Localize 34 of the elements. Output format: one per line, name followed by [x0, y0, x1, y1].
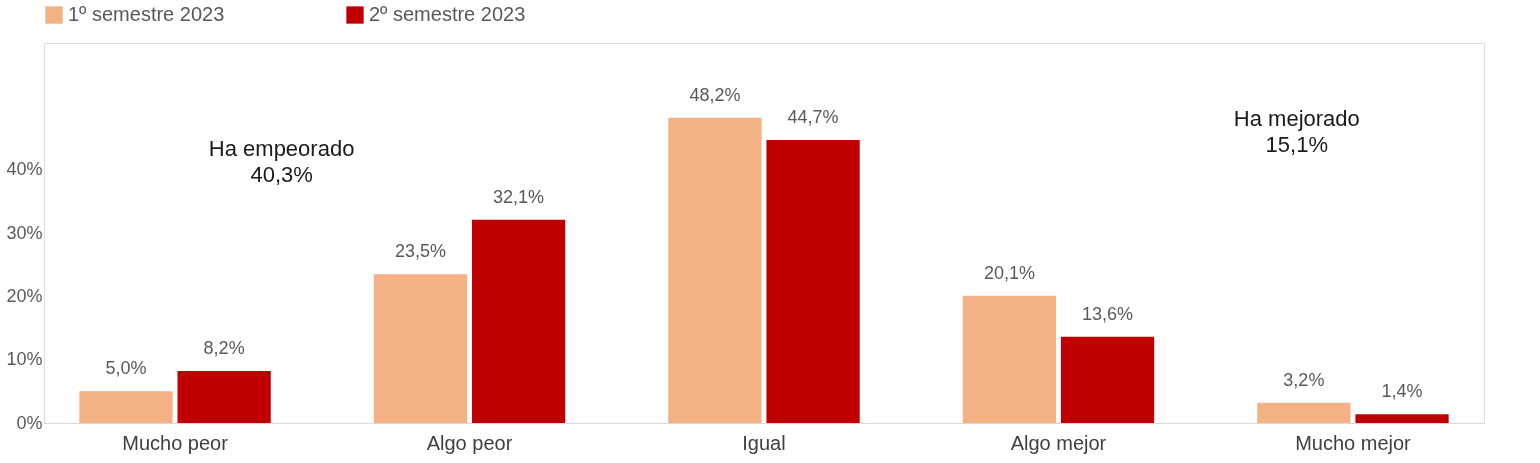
data-label: 48,2%: [689, 84, 741, 105]
bar: [1060, 336, 1155, 423]
bar: [79, 391, 173, 423]
data-label: 1,4%: [1381, 381, 1423, 402]
annotation: Ha mejorado 15,1%: [1233, 106, 1360, 157]
x-tick-label: Algo mejor: [1010, 431, 1107, 454]
legend-label: 2º semestre 2023: [369, 3, 526, 25]
x-tick-label: Igual: [742, 431, 786, 454]
y-tick-label: 40%: [6, 159, 43, 180]
bar: [766, 139, 860, 423]
data-label: 32,1%: [493, 186, 545, 207]
legend-label: 1º semestre 2023: [68, 3, 225, 25]
bar: [962, 295, 1057, 423]
bar: [1355, 414, 1449, 423]
y-tick-label: 30%: [6, 222, 43, 243]
bar: [177, 371, 271, 423]
y-tick-label: 20%: [6, 285, 43, 306]
data-label: 3,2%: [1283, 369, 1325, 390]
x-tick-label: Mucho peor: [122, 431, 229, 454]
annotation: Ha empeorado 40,3%: [208, 136, 355, 188]
data-label: 8,2%: [203, 338, 245, 359]
y-tick-label: 0%: [16, 412, 43, 433]
data-label: 5,0%: [105, 358, 147, 379]
data-label: 13,6%: [1082, 303, 1134, 324]
bar: [668, 117, 762, 423]
bar: [471, 219, 566, 423]
x-tick-label: Mucho mejor: [1295, 431, 1412, 454]
bar: [373, 274, 468, 423]
bar: [1257, 402, 1351, 423]
x-tick-label: Algo peor: [426, 431, 513, 454]
data-label: 20,1%: [983, 262, 1035, 283]
data-label: 23,5%: [394, 241, 446, 262]
data-label: 44,7%: [787, 106, 839, 127]
y-tick-label: 10%: [6, 349, 43, 370]
